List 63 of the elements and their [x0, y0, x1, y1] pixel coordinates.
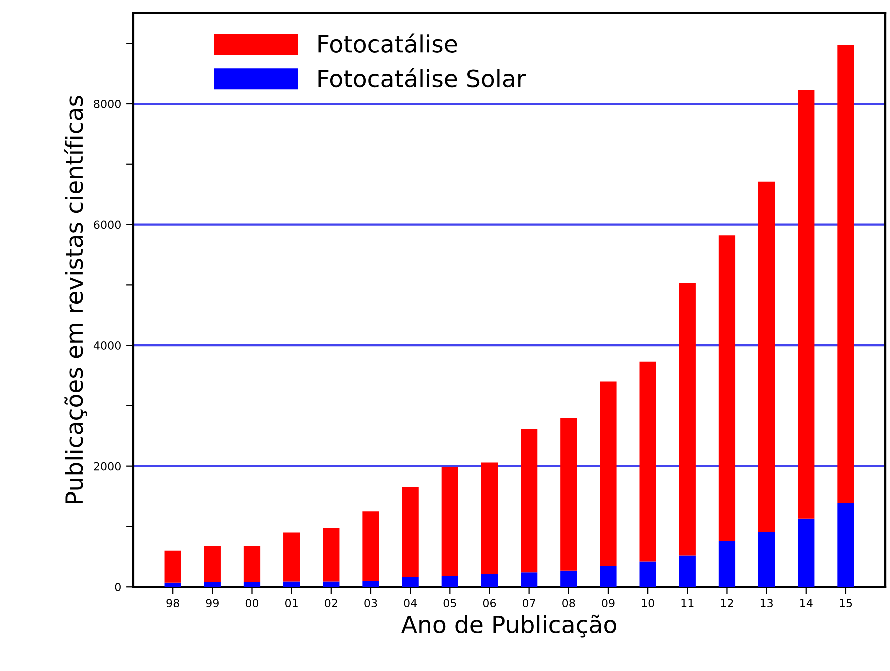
y-tick-label: 8000 — [94, 100, 121, 108]
bar — [323, 582, 340, 588]
bar — [204, 546, 221, 582]
legend-label: Fotocatálise Solar — [318, 68, 526, 88]
x-tick-label: 11 — [682, 599, 694, 608]
bar — [838, 45, 854, 504]
bar — [481, 574, 498, 588]
bar — [442, 576, 458, 588]
bar — [640, 362, 656, 562]
x-tick-label: 02 — [325, 599, 338, 608]
bar — [284, 582, 300, 588]
bar — [798, 90, 815, 519]
y-tick-label: 2000 — [94, 462, 121, 471]
y-tick-label: 6000 — [94, 220, 121, 230]
bar — [362, 512, 380, 582]
x-tick-label: 10 — [642, 599, 654, 608]
x-tick-label: 00 — [246, 599, 259, 608]
bar — [442, 466, 458, 576]
y-axis-title: Publicações em revistas científicas — [64, 96, 88, 504]
bar — [164, 582, 182, 588]
bar — [521, 572, 538, 588]
bar — [679, 283, 696, 556]
bar — [718, 541, 736, 588]
bar — [718, 236, 736, 542]
bar — [838, 503, 854, 588]
bar — [362, 581, 380, 588]
x-tick-label: 09 — [602, 599, 615, 608]
bar — [323, 528, 340, 582]
x-tick-label: 04 — [404, 599, 418, 608]
bar — [600, 382, 617, 566]
x-tick-label: 14 — [800, 599, 813, 608]
bar — [798, 518, 815, 588]
bar — [640, 562, 656, 588]
x-tick-label: 99 — [206, 599, 219, 608]
bar — [204, 582, 221, 588]
x-tick-label: 06 — [483, 599, 496, 608]
bar — [758, 532, 776, 588]
x-tick-label: 01 — [285, 599, 298, 608]
x-tick-label: 13 — [760, 599, 773, 608]
bar — [758, 182, 776, 532]
bar — [481, 462, 498, 574]
y-tick-label: 0 — [115, 583, 121, 592]
bar — [560, 418, 578, 571]
x-tick-label: 15 — [840, 599, 852, 608]
bar — [164, 550, 182, 583]
bar — [521, 430, 538, 573]
x-tick-label: 05 — [444, 599, 456, 608]
x-tick-label: 08 — [562, 599, 576, 608]
x-axis-title: Ano de Publicação — [402, 614, 616, 638]
y-tick-label: 4000 — [94, 342, 121, 350]
bar — [560, 570, 578, 588]
bar — [284, 532, 300, 582]
bar — [244, 582, 261, 588]
x-tick-label: 12 — [721, 599, 734, 608]
bar — [402, 487, 419, 578]
bar — [402, 577, 419, 588]
bar — [600, 566, 617, 588]
bar — [679, 556, 696, 588]
x-tick-label: 03 — [364, 599, 378, 608]
bar — [244, 546, 261, 582]
legend-label: Fotocatálise — [318, 34, 458, 53]
x-tick-label: 98 — [166, 599, 180, 608]
x-tick-label: 07 — [522, 599, 536, 608]
